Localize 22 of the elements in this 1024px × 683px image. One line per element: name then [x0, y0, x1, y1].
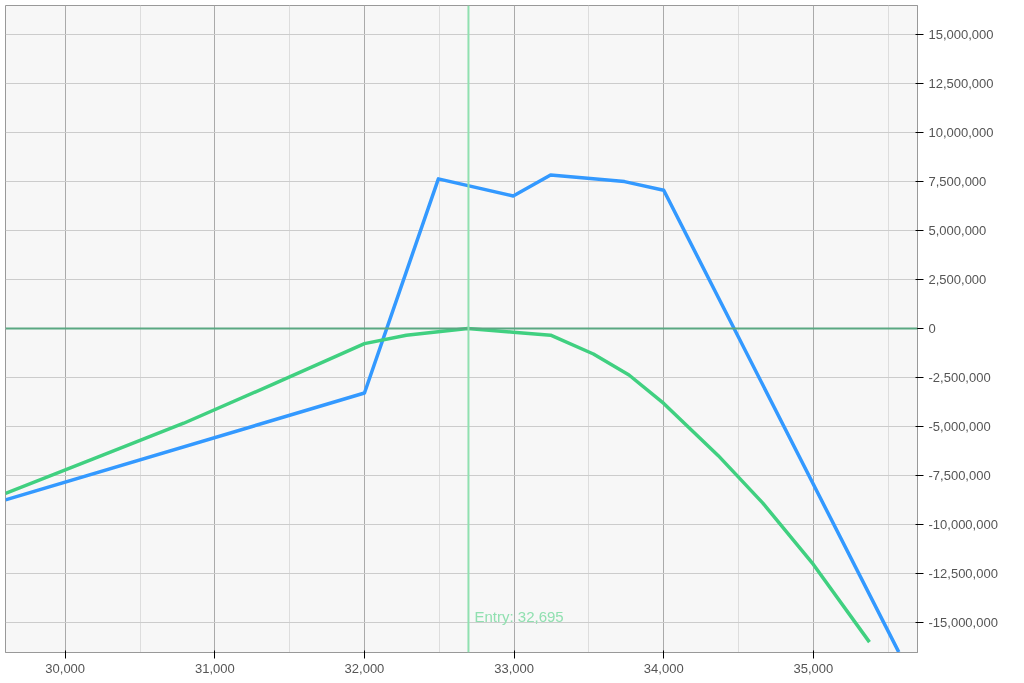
y-tick-label: 2,500,000 [928, 271, 987, 287]
x-tick-label: 32,000 [344, 660, 385, 676]
x-tick-label: 31,000 [194, 660, 235, 676]
y-tick-label: 12,500,000 [928, 75, 994, 91]
y-tick-label: -15,000,000 [928, 615, 998, 631]
y-tick-label: -7,500,000 [928, 468, 991, 484]
y-tick-label: -5,000,000 [928, 419, 991, 435]
x-tick-label: 30,000 [45, 660, 86, 676]
line-series [5, 326, 872, 644]
x-tick-label: 33,000 [494, 660, 534, 676]
y-tick-label: -10,000,000 [928, 517, 998, 533]
line-series [5, 173, 901, 653]
ref-line-label: Entry: 32,695 [474, 607, 564, 625]
y-tick-label: -2,500,000 [928, 370, 991, 386]
y-tick-label: 10,000,000 [928, 124, 994, 140]
y-tick-label: -12,500,000 [928, 566, 998, 582]
y-tick-label: 0 [928, 321, 936, 337]
y-tick-label: 5,000,000 [928, 222, 987, 238]
y-tick-label: 7,500,000 [928, 173, 987, 189]
x-tick-label: 34,000 [643, 660, 684, 676]
x-tick-label: 35,000 [793, 660, 834, 676]
y-tick-label: 15,000,000 [928, 26, 994, 42]
